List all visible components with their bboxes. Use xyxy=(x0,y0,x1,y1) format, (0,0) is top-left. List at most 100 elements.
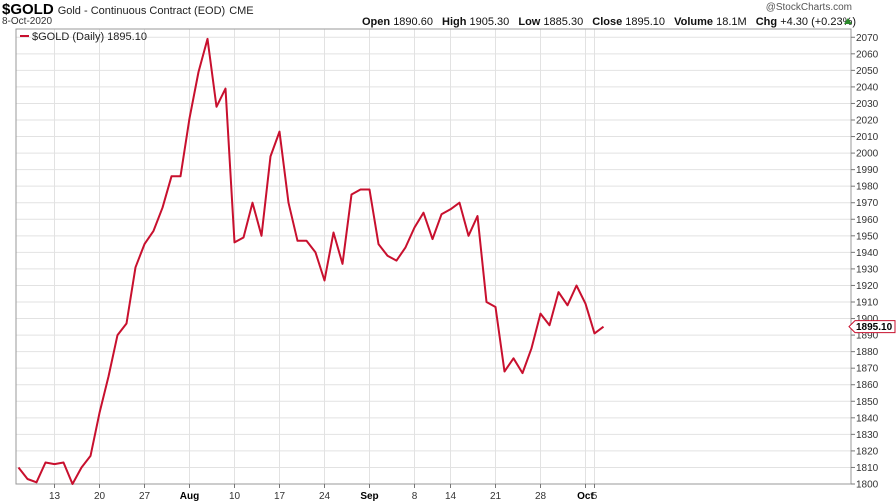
volume-label: Volume xyxy=(674,16,714,28)
data-point[interactable] xyxy=(529,346,534,351)
data-point[interactable] xyxy=(493,304,498,309)
data-point[interactable] xyxy=(295,238,300,243)
legend: $GOLD (Daily) 1895.10 xyxy=(20,31,147,43)
data-point[interactable] xyxy=(574,283,579,288)
y-tick-label: 1920 xyxy=(856,281,879,292)
close-value: 1895.10 xyxy=(625,16,666,28)
data-point[interactable] xyxy=(97,410,102,415)
data-point[interactable] xyxy=(250,200,255,205)
data-point[interactable] xyxy=(70,482,75,487)
data-point[interactable] xyxy=(565,303,570,308)
data-point[interactable] xyxy=(376,242,381,247)
x-tick-label: 17 xyxy=(274,491,286,502)
data-point[interactable] xyxy=(502,369,507,374)
data-point[interactable] xyxy=(322,278,327,283)
data-point[interactable] xyxy=(385,253,390,258)
data-point[interactable] xyxy=(475,213,480,218)
y-tick-label: 1840 xyxy=(856,413,879,424)
y-tick-label: 1870 xyxy=(856,364,879,375)
data-point[interactable] xyxy=(214,104,219,109)
data-point[interactable] xyxy=(457,200,462,205)
x-tick-label: 10 xyxy=(229,491,241,502)
data-point[interactable] xyxy=(511,356,516,361)
data-point[interactable] xyxy=(439,212,444,217)
high-value: 1905.30 xyxy=(469,16,510,28)
data-point[interactable] xyxy=(115,333,120,338)
data-point[interactable] xyxy=(34,480,39,485)
data-point[interactable] xyxy=(556,290,561,295)
y-tick-label: 1810 xyxy=(856,463,879,474)
y-tick-label: 1900 xyxy=(856,314,879,325)
data-point[interactable] xyxy=(151,228,156,233)
data-point[interactable] xyxy=(583,301,588,306)
data-point[interactable] xyxy=(25,477,30,482)
data-point[interactable] xyxy=(187,116,192,121)
data-point[interactable] xyxy=(601,324,606,329)
last-value-box xyxy=(848,320,896,334)
data-point[interactable] xyxy=(394,258,399,263)
data-point[interactable] xyxy=(124,321,129,326)
data-point[interactable] xyxy=(106,374,111,379)
data-point[interactable] xyxy=(367,187,372,192)
x-tick-label: Sep xyxy=(360,491,378,502)
y-tick-label: 1850 xyxy=(856,397,879,408)
last-value-tag: 1895.10 xyxy=(848,320,896,334)
data-point[interactable] xyxy=(484,300,489,305)
x-tick-label: 20 xyxy=(94,491,106,502)
volume-value: 18.1M xyxy=(716,16,747,28)
y-tick-label: 2040 xyxy=(856,82,879,93)
y-tick-label: 2030 xyxy=(856,99,879,110)
data-point[interactable] xyxy=(43,460,48,465)
data-point[interactable] xyxy=(412,225,417,230)
y-tick-label: 1960 xyxy=(856,215,879,226)
x-tick-label: 14 xyxy=(445,491,457,502)
data-point[interactable] xyxy=(79,465,84,470)
chg-value: +4.30 (+0.23%) xyxy=(780,16,857,28)
data-point[interactable] xyxy=(421,210,426,215)
data-point[interactable] xyxy=(169,174,174,179)
data-point[interactable] xyxy=(547,323,552,328)
data-point[interactable] xyxy=(178,174,183,179)
data-point[interactable] xyxy=(196,70,201,75)
data-point[interactable] xyxy=(340,261,345,266)
data-point[interactable] xyxy=(331,230,336,235)
data-point[interactable] xyxy=(88,453,93,458)
gold-price-line xyxy=(17,37,605,485)
symbol-title: $GOLD xyxy=(2,1,54,18)
data-point[interactable] xyxy=(241,235,246,240)
data-point[interactable] xyxy=(286,200,291,205)
data-point[interactable] xyxy=(349,192,354,197)
data-point[interactable] xyxy=(223,86,228,91)
y-tick-label: 1930 xyxy=(856,264,879,275)
data-point[interactable] xyxy=(52,462,57,467)
data-point[interactable] xyxy=(232,240,237,245)
data-point[interactable] xyxy=(466,233,471,238)
data-point[interactable] xyxy=(358,187,363,192)
data-point[interactable] xyxy=(592,331,597,336)
x-tick-label: 13 xyxy=(49,491,61,502)
data-point[interactable] xyxy=(277,129,282,134)
data-point[interactable] xyxy=(520,371,525,376)
last-value-label: 1895.10 xyxy=(856,322,893,333)
data-point[interactable] xyxy=(268,154,273,159)
data-point[interactable] xyxy=(142,242,147,247)
data-point[interactable] xyxy=(538,311,543,316)
data-point[interactable] xyxy=(205,36,210,41)
y-axis: 1800 1810 1820 1830 1840 1850 1860 1870 1880 1890… xyxy=(851,33,879,491)
data-point[interactable] xyxy=(304,238,309,243)
y-tick-label: 1830 xyxy=(856,430,879,441)
x-tick-label: 28 xyxy=(535,491,547,502)
x-tick-label: 21 xyxy=(490,491,502,502)
data-point[interactable] xyxy=(259,233,264,238)
data-point[interactable] xyxy=(430,237,435,242)
chart-header: $GOLD Gold - Continuous Contract (EOD) CME xyxy=(2,1,254,19)
data-point[interactable] xyxy=(133,265,138,270)
data-point[interactable] xyxy=(403,245,408,250)
data-point[interactable] xyxy=(160,205,165,210)
data-point[interactable] xyxy=(61,460,66,465)
data-point[interactable] xyxy=(313,250,318,255)
data-point[interactable] xyxy=(448,207,453,212)
y-tick-label: 1860 xyxy=(856,380,879,391)
data-point[interactable] xyxy=(16,465,21,470)
